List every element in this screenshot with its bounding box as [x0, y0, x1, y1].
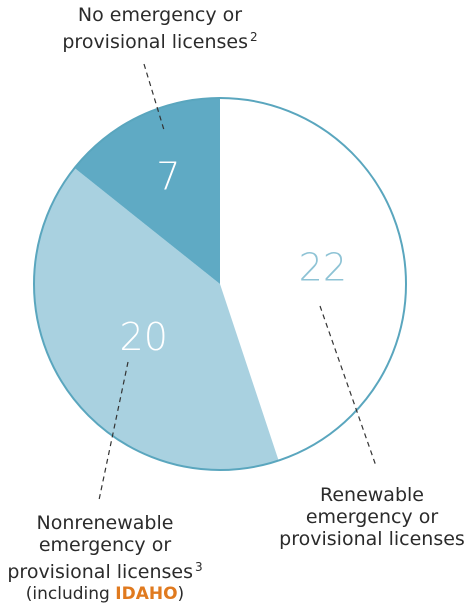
slice-no-licenses	[74, 98, 220, 284]
value-labels: 22 20 7	[120, 155, 347, 359]
label-nonrenew-line1: Nonrenewable	[36, 512, 174, 534]
pie-slices	[33, 97, 407, 471]
value-label-nonrenewable: 20	[120, 315, 168, 359]
label-no-licenses: No emergency or provisional licenses 2	[40, 4, 280, 53]
pie-outline	[33, 97, 407, 471]
leader-lines	[98, 63, 377, 501]
label-renew-line2: emergency or	[305, 506, 439, 528]
leader-renewable	[319, 305, 377, 467]
label-including-open: (including	[25, 584, 116, 604]
label-renew-line1: Renewable	[320, 484, 424, 506]
label-no-line1: No emergency or	[77, 4, 243, 26]
label-nonrenew-line3: provisional licenses	[7, 561, 193, 583]
footnote-2: 2	[250, 30, 258, 44]
label-no-line2: provisional licenses	[62, 31, 248, 53]
leader-no-licenses	[143, 63, 165, 131]
label-nonrenew-line2: emergency or	[38, 534, 172, 556]
label-nonrenewable: Nonrenewable emergency or provisional li…	[0, 512, 210, 605]
slice-renewable	[220, 98, 407, 461]
label-including-close: )	[177, 584, 185, 604]
slice-nonrenewable	[33, 168, 279, 471]
label-renew-line3: provisional licenses	[279, 528, 465, 550]
leader-nonrenewable	[98, 361, 129, 501]
label-renewable: Renewable emergency or provisional licen…	[270, 484, 474, 550]
value-label-no-licenses: 7	[156, 155, 180, 199]
state-highlight-idaho: IDAHO	[115, 584, 178, 604]
footnote-3: 3	[195, 560, 203, 574]
value-label-renewable: 22	[299, 245, 347, 289]
